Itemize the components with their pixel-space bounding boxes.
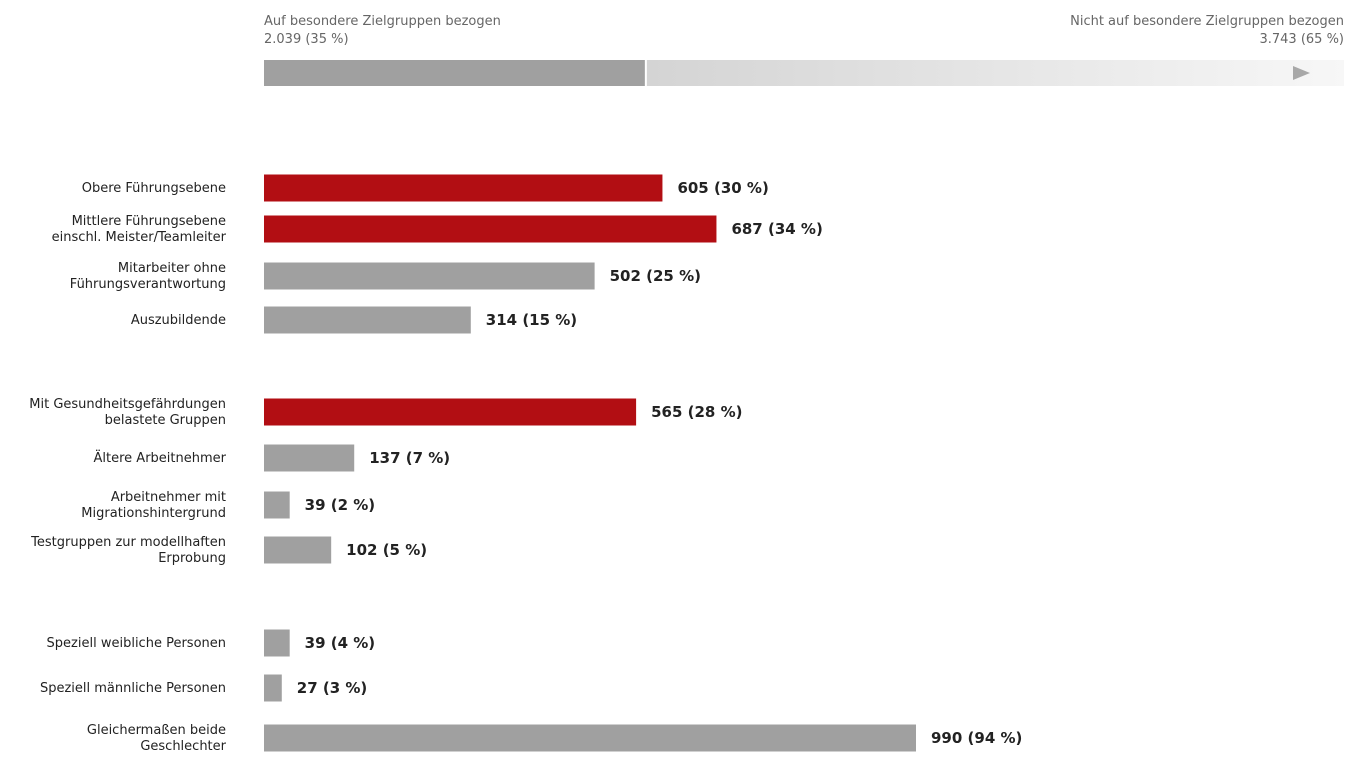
bar-value-label: 39 (4 %) xyxy=(305,634,376,652)
summary-left-value: 2.039 (35 %) xyxy=(264,32,349,47)
category-label: Auszubildende xyxy=(131,313,226,328)
bar-value-label: 687 (34 %) xyxy=(731,220,822,238)
category-label: einschl. Meister/Teamleiter xyxy=(52,230,227,245)
bar-value-label: 27 (3 %) xyxy=(297,679,368,697)
bar-1-2 xyxy=(264,491,290,519)
summary-bar-segment-not-targeted xyxy=(646,60,1344,86)
category-label: Führungsverantwortung xyxy=(70,277,226,292)
bar-value-label: 137 (7 %) xyxy=(369,449,450,467)
category-label: belastete Gruppen xyxy=(105,413,226,428)
bar-2-0 xyxy=(264,629,290,657)
category-bars: 605 (30 %) Obere Führungsebene 687 (34 %) M… xyxy=(29,174,1022,754)
category-label: Testgruppen zur modellhaften xyxy=(30,535,226,550)
bar-value-label: 102 (5 %) xyxy=(346,541,427,559)
bar-2-2 xyxy=(264,724,916,752)
summary-right-value: 3.743 (65 %) xyxy=(1259,32,1344,47)
category-label: Obere Führungsebene xyxy=(82,181,226,196)
category-label: Mitarbeiter ohne xyxy=(118,261,226,276)
category-label: Geschlechter xyxy=(140,739,226,754)
category-label: Arbeitnehmer mit xyxy=(111,490,226,505)
bar-2-1 xyxy=(264,674,282,702)
play-triangle-icon xyxy=(1293,66,1310,80)
category-label: Mit Gesundheitsgefährdungen xyxy=(29,397,226,412)
category-label: Ältere Arbeitnehmer xyxy=(94,450,227,466)
bar-1-1 xyxy=(264,444,355,472)
bar-value-label: 990 (94 %) xyxy=(931,729,1022,747)
category-label: Mittlere Führungsebene xyxy=(72,214,226,229)
bar-value-label: 565 (28 %) xyxy=(651,403,742,421)
category-label: Speziell männliche Personen xyxy=(40,681,226,696)
bar-1-3 xyxy=(264,536,332,564)
category-label: Erprobung xyxy=(158,551,226,566)
category-label: Gleichermaßen beide xyxy=(87,723,226,738)
bar-value-label: 605 (30 %) xyxy=(677,179,768,197)
category-label: Migrationshintergrund xyxy=(81,506,226,521)
bar-0-0 xyxy=(264,174,663,202)
summary-right-name: Nicht auf besondere Zielgruppen bezogen xyxy=(1070,14,1344,29)
bar-value-label: 39 (2 %) xyxy=(305,496,376,514)
bar-1-0 xyxy=(264,398,637,426)
bar-0-3 xyxy=(264,306,471,334)
summary-bar-segment-targeted xyxy=(264,60,645,86)
bar-value-label: 502 (25 %) xyxy=(610,267,701,285)
bar-0-2 xyxy=(264,262,595,290)
summary-stacked-bar: Auf besondere Zielgruppen bezogen 2.039 (… xyxy=(264,14,1344,86)
bar-0-1 xyxy=(264,215,717,243)
summary-left-name: Auf besondere Zielgruppen bezogen xyxy=(264,14,501,29)
bar-value-label: 314 (15 %) xyxy=(486,311,577,329)
category-label: Speziell weibliche Personen xyxy=(47,636,226,651)
